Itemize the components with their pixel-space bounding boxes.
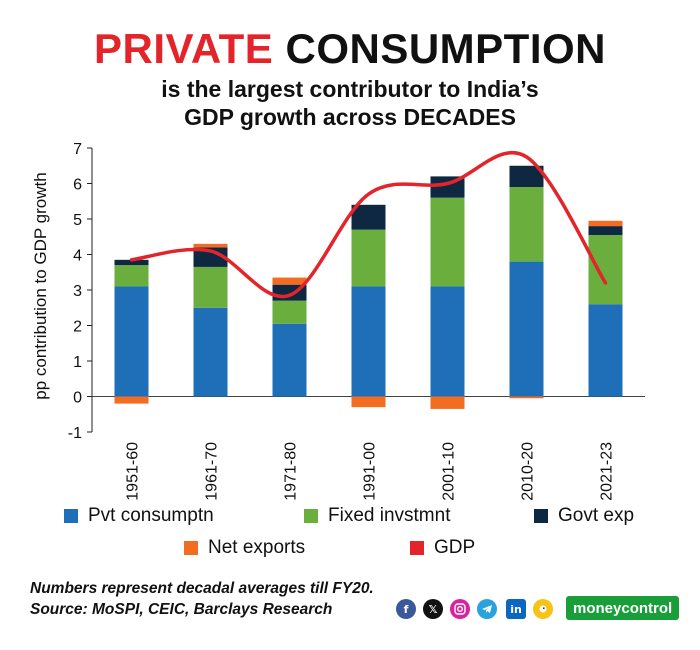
legend-label: Govt exp: [558, 505, 635, 526]
stacked-bar-chart: -1 0 1 2 3 4 5 6 7 pp contribution to GDP growth 1…: [31, 141, 645, 500]
y-tick-label: 0: [73, 390, 82, 407]
bar-pvt-2010-20: [509, 261, 544, 397]
x-tick-label: 1971-80: [283, 442, 300, 500]
bar-govt-2021-23: [588, 226, 623, 235]
x-tick-label: 2010-20: [520, 442, 537, 500]
subtitle-line1: is the largest contributor to India’s: [161, 76, 539, 102]
bar-netexp-1971-80: [272, 277, 307, 285]
legend-item-net-exports: Net exports: [184, 537, 305, 559]
headline-rest: CONSUMPTION: [285, 25, 606, 72]
x-tick-label: 1951-60: [125, 442, 142, 500]
legend-swatch-netexp: [184, 541, 198, 555]
bar-fixed-2001-10: [430, 197, 465, 287]
bar-fixed-2010-20: [509, 187, 544, 262]
moneycontrol-logo[interactable]: moneycontrol: [566, 596, 680, 620]
koo-icon[interactable]: [533, 599, 553, 619]
legend-swatch-govt: [534, 509, 548, 523]
bar-fixed-1991-00: [351, 229, 386, 287]
bar-pvt-2001-10: [430, 286, 465, 397]
legend-label: Fixed invstmnt: [328, 505, 451, 526]
bar-govt-2010-20: [509, 165, 544, 188]
x-tick-label: 1961-70: [204, 442, 221, 500]
y-tick-label: 6: [73, 177, 82, 194]
bar-fixed-2021-23: [588, 234, 623, 305]
facebook-icon[interactable]: f: [396, 599, 416, 619]
x-tick-label: 1991-00: [362, 442, 379, 500]
bar-netexp-1991-00: [351, 396, 386, 408]
bar-netexp-2021-23: [588, 220, 623, 227]
legend-item-gdp: GDP: [410, 537, 475, 559]
headline: PRIVATE CONSUMPTION: [0, 28, 700, 70]
bar-govt-1951-60: [114, 259, 149, 266]
y-tick-label: 7: [73, 141, 82, 158]
bar-pvt-1991-00: [351, 286, 386, 397]
legend-item-fixed-investment: Fixed invstmnt: [304, 505, 450, 527]
bar-fixed-1971-80: [272, 300, 307, 324]
bar-netexp-1951-60: [114, 396, 149, 404]
y-tick-label: -1: [68, 425, 82, 442]
x-tick-label: 2001-10: [441, 442, 458, 500]
legend-label: Pvt consumptn: [88, 505, 214, 526]
bar-govt-1991-00: [351, 204, 386, 230]
telegram-icon[interactable]: [477, 599, 497, 619]
y-tick-label: 1: [73, 354, 82, 371]
legend-label: Net exports: [208, 537, 306, 558]
bar-netexp-2010-20: [509, 396, 544, 399]
bar-pvt-1951-60: [114, 286, 149, 397]
legend-swatch-gdp: [410, 541, 424, 555]
headline-highlight: PRIVATE: [94, 25, 274, 72]
legend-label: GDP: [434, 537, 476, 558]
bar-pvt-2021-23: [588, 304, 623, 397]
y-tick-label: 2: [73, 319, 82, 336]
y-tick-label: 5: [73, 212, 82, 229]
legend-swatch-pvt: [64, 509, 78, 523]
linkedin-icon[interactable]: in: [506, 599, 526, 619]
bar-fixed-1951-60: [114, 265, 149, 287]
y-tick-label: 3: [73, 283, 82, 300]
legend-item-govt-exp: Govt exp: [534, 505, 634, 527]
bar-pvt-1971-80: [272, 323, 307, 397]
footnote-source: Source: MoSPI, CEIC, Barclays Research: [30, 601, 333, 618]
footnote-note: Numbers represent decadal averages till …: [30, 580, 374, 597]
instagram-icon[interactable]: [450, 599, 470, 619]
legend-swatch-fixed: [304, 509, 318, 523]
x-tick-label: 2021-23: [599, 442, 616, 500]
bar-fixed-1961-70: [193, 266, 228, 308]
x-icon[interactable]: 𝕏: [423, 599, 443, 619]
bar-pvt-1961-70: [193, 307, 228, 397]
y-tick-label: 4: [73, 248, 82, 265]
subtitle-line2: GDP growth across DECADES: [184, 104, 516, 130]
legend-item-pvt-consumption: Pvt consumptn: [64, 505, 214, 527]
y-axis-title: pp contribution to GDP growth: [31, 172, 50, 399]
bar-netexp-2001-10: [430, 396, 465, 409]
bar-netexp-1961-70: [193, 243, 228, 248]
